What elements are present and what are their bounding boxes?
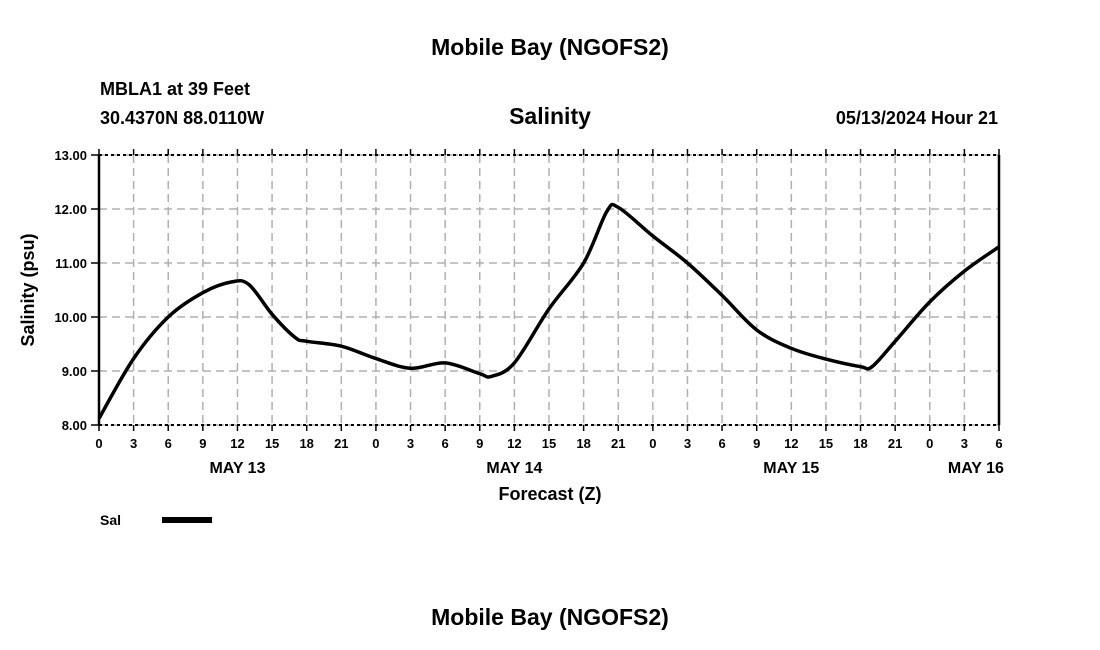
date-label: MAY 14 <box>486 460 542 477</box>
y-tick-label: 13.00 <box>54 148 87 163</box>
coords-label: 30.4370N 88.0110W <box>100 108 264 128</box>
x-tick-label: 3 <box>961 436 968 451</box>
x-tick-label: 15 <box>265 436 279 451</box>
x-tick-label: 12 <box>230 436 244 451</box>
y-tick-label: 8.00 <box>62 418 87 433</box>
x-axis-label: Forecast (Z) <box>498 484 601 504</box>
chart-title: Salinity <box>509 103 591 129</box>
series-line-sal <box>97 202 1001 420</box>
footer-title: Mobile Bay (NGOFS2) <box>431 604 669 630</box>
x-tick-label: 15 <box>819 436 833 451</box>
x-tick-label: 3 <box>407 436 414 451</box>
x-tick-label: 21 <box>611 436 625 451</box>
date-label: MAY 13 <box>209 460 265 477</box>
legend-label: Sal <box>100 512 121 528</box>
x-tick-label: 18 <box>299 436 313 451</box>
x-tick-label: 0 <box>372 436 379 451</box>
x-tick-label: 3 <box>130 436 137 451</box>
y-axis-label: Salinity (psu) <box>18 233 38 346</box>
x-tick-label: 9 <box>199 436 206 451</box>
x-tick-label: 21 <box>888 436 902 451</box>
x-tick-label: 9 <box>753 436 760 451</box>
date-label: MAY 15 <box>763 460 819 477</box>
x-tick-label: 6 <box>995 436 1002 451</box>
x-tick-label: 21 <box>334 436 348 451</box>
x-tick-label: 18 <box>853 436 867 451</box>
x-tick-label: 0 <box>926 436 933 451</box>
x-tick-label: 6 <box>718 436 725 451</box>
x-tick-label: 12 <box>507 436 521 451</box>
y-tick-label: 10.00 <box>54 310 87 325</box>
y-tick-label: 9.00 <box>62 364 87 379</box>
datetime-label: 05/13/2024 Hour 21 <box>836 108 998 128</box>
x-tick-label: 3 <box>684 436 691 451</box>
page-title: Mobile Bay (NGOFS2) <box>431 34 669 60</box>
x-tick-label: 15 <box>542 436 556 451</box>
x-tick-label: 6 <box>165 436 172 451</box>
x-tick-label: 0 <box>649 436 656 451</box>
station-label: MBLA1 at 39 Feet <box>100 79 250 99</box>
x-tick-label: 12 <box>784 436 798 451</box>
y-tick-label: 11.00 <box>55 256 87 271</box>
x-tick-label: 6 <box>442 436 449 451</box>
x-tick-label: 0 <box>95 436 102 451</box>
x-tick-label: 9 <box>476 436 483 451</box>
y-tick-label: 12.00 <box>54 202 87 217</box>
date-label: MAY 16 <box>948 460 1004 477</box>
x-tick-label: 18 <box>576 436 590 451</box>
